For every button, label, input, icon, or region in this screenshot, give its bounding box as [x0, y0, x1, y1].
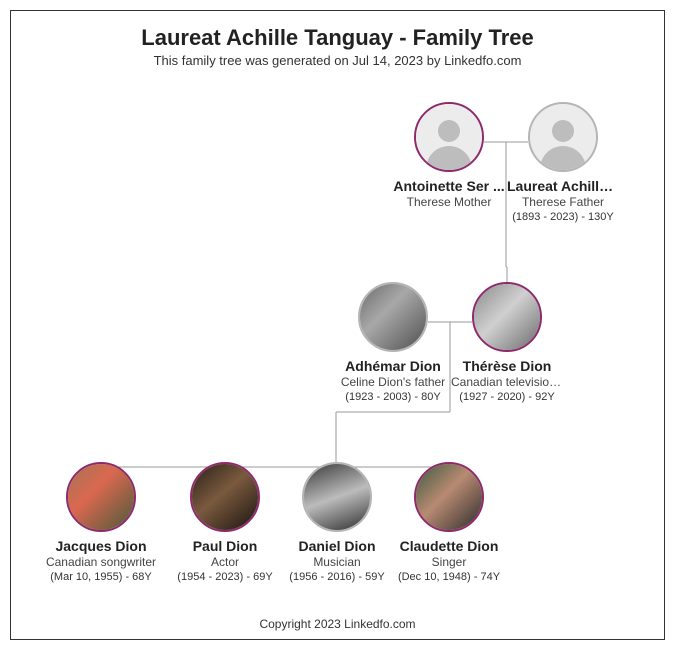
person-desc: Therese Mother: [393, 195, 505, 209]
person-node-therese[interactable]: Thérèse DionCanadian television personal…: [451, 282, 563, 403]
person-node-paul[interactable]: Paul DionActor (1954 - 2023) - 69Y: [169, 462, 281, 583]
footer-copyright: Copyright 2023 Linkedfo.com: [11, 617, 664, 631]
person-name: Thérèse Dion: [451, 358, 563, 374]
person-name: Laureat Achille ...: [507, 178, 619, 194]
page-subtitle: This family tree was generated on Jul 14…: [11, 53, 664, 68]
avatar: [190, 462, 260, 532]
person-name: Claudette Dion: [393, 538, 505, 554]
person-node-jacques[interactable]: Jacques DionCanadian songwriter (Mar 10, …: [45, 462, 157, 583]
person-dates: (1954 - 2023) - 69Y: [169, 571, 281, 583]
placeholder-avatar-icon: [530, 104, 596, 170]
avatar: [66, 462, 136, 532]
photo: [68, 464, 134, 530]
placeholder-avatar-icon: [416, 104, 482, 170]
person-node-adhemar[interactable]: Adhémar DionCeline Dion's father (1923 - …: [337, 282, 449, 403]
avatar: [528, 102, 598, 172]
avatar: [302, 462, 372, 532]
person-dates: (1956 - 2016) - 59Y: [281, 571, 393, 583]
photo: [416, 464, 482, 530]
person-name: Adhémar Dion: [337, 358, 449, 374]
tree-canvas: Antoinette Ser ...Therese MotherLaureat …: [11, 72, 664, 612]
avatar: [358, 282, 428, 352]
person-desc: Canadian television personality: [451, 375, 563, 389]
photo: [474, 284, 540, 350]
photo: [360, 284, 426, 350]
avatar: [472, 282, 542, 352]
person-dates: (1893 - 2023) - 130Y: [507, 211, 619, 223]
person-name: Antoinette Ser ...: [393, 178, 505, 194]
person-desc: Celine Dion's father: [337, 375, 449, 389]
person-dates: (Mar 10, 1955) - 68Y: [45, 571, 157, 583]
person-dates: (1923 - 2003) - 80Y: [337, 391, 449, 403]
tree-frame: Laureat Achille Tanguay - Family Tree Th…: [10, 10, 665, 640]
person-desc: Musician: [281, 555, 393, 569]
avatar: [414, 102, 484, 172]
person-name: Daniel Dion: [281, 538, 393, 554]
person-desc: Canadian songwriter: [45, 555, 157, 569]
person-node-laureat[interactable]: Laureat Achille ...Therese Father (1893 -…: [507, 102, 619, 223]
person-desc: Singer: [393, 555, 505, 569]
photo: [192, 464, 258, 530]
person-desc: Therese Father: [507, 195, 619, 209]
avatar: [414, 462, 484, 532]
person-dates: (Dec 10, 1948) - 74Y: [393, 571, 505, 583]
photo: [304, 464, 370, 530]
person-node-daniel[interactable]: Daniel DionMusician (1956 - 2016) - 59Y: [281, 462, 393, 583]
page-title: Laureat Achille Tanguay - Family Tree: [11, 25, 664, 51]
person-node-claudette[interactable]: Claudette DionSinger (Dec 10, 1948) - 74Y: [393, 462, 505, 583]
person-name: Paul Dion: [169, 538, 281, 554]
person-name: Jacques Dion: [45, 538, 157, 554]
person-desc: Actor: [169, 555, 281, 569]
person-node-antoinette[interactable]: Antoinette Ser ...Therese Mother: [393, 102, 505, 209]
header: Laureat Achille Tanguay - Family Tree Th…: [11, 11, 664, 72]
person-dates: (1927 - 2020) - 92Y: [451, 391, 563, 403]
